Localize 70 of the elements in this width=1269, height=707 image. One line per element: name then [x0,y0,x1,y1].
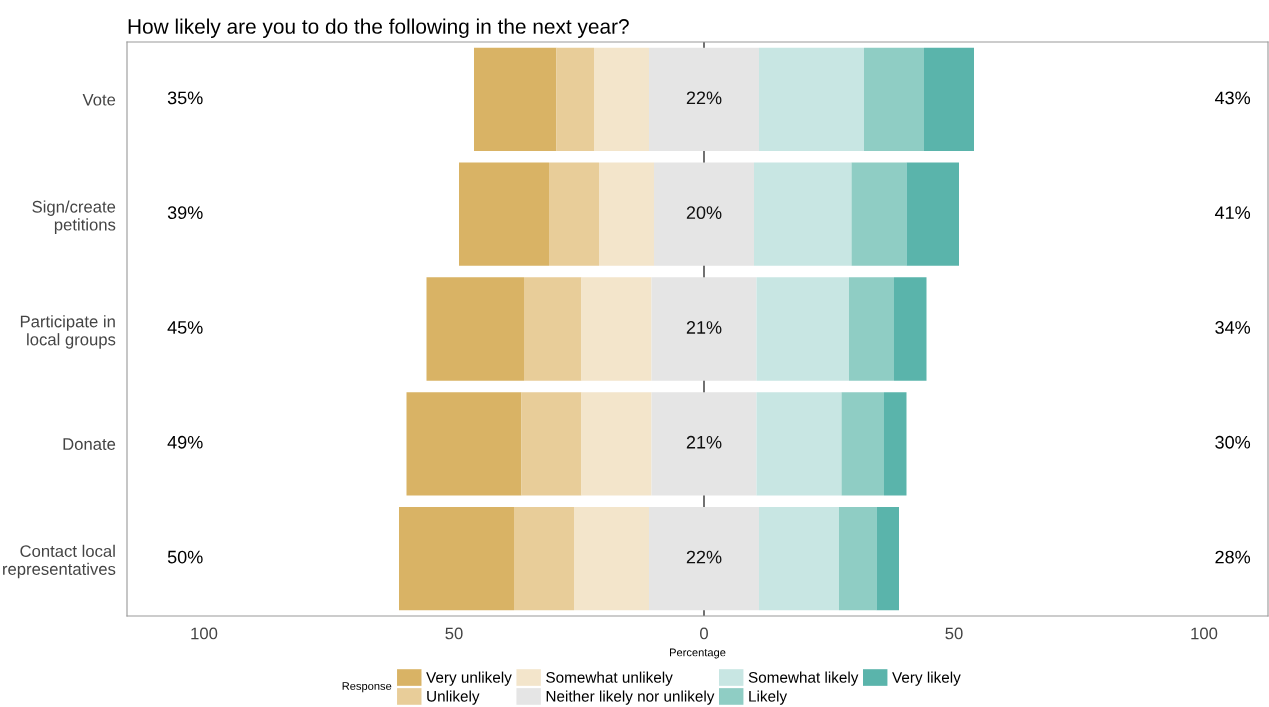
legend-label: Unlikely [427,690,480,705]
legend-title: Response [342,682,392,693]
data-label: 22% [686,550,722,564]
y-tick-label: Sign/create petitions [32,200,116,234]
data-label: 22% [686,91,722,105]
x-axis-title: Percentage [670,648,726,659]
bar [649,506,759,611]
data-label: 21% [686,321,722,334]
bar [581,392,652,496]
bar [754,162,852,266]
bar [556,47,594,152]
bar [524,277,582,381]
bar [581,277,652,381]
annotation: 35% [167,91,203,105]
bar [599,162,654,266]
bar [399,506,514,611]
bar [759,47,864,152]
bar [906,162,959,266]
bar [426,277,524,381]
bar [649,47,759,152]
data-label: 20% [686,206,722,220]
x-tick-label: 100 [191,627,218,640]
bar [574,506,649,611]
data-label: 21% [686,435,722,449]
bar [549,162,599,266]
bar [851,162,907,266]
legend-label: Very likely [892,671,961,686]
x-tick-label: 100 [1191,627,1218,640]
legend-label: Somewhat likely [748,671,859,686]
y-tick-label: Participate in local groups [20,315,116,349]
legend-label: Somewhat unlikely [546,671,673,686]
bar [514,506,574,611]
y-tick-label: Donate [63,438,116,450]
y-tick-label: Vote [82,93,116,106]
bar [849,277,894,381]
x-tick-label: 0 [700,627,708,640]
bar [841,392,884,496]
bar [924,47,974,152]
chart-title: How likely are you to do the following in the next year? [128,18,629,38]
annotation: 28% [1215,550,1251,564]
bar [459,162,549,266]
bar [406,392,522,496]
bar [651,277,757,381]
annotation: 43% [1214,91,1251,105]
annotation: 50% [167,550,203,564]
bar [521,392,582,496]
annotation: 34% [1215,321,1251,334]
bar [759,506,839,611]
bar [474,47,557,152]
bar [651,392,757,496]
legend-label: Likely [749,690,788,705]
bar [839,506,877,611]
bar [876,506,899,611]
annotation: 45% [167,321,203,334]
bar [756,392,842,496]
x-tick-label: 50 [445,627,463,640]
legend-label: Very unlikely [426,671,512,686]
bar [884,392,907,496]
annotation: 30% [1215,435,1251,449]
annotation: 41% [1214,206,1251,219]
annotation: 49% [167,435,203,449]
bar [654,162,754,266]
bar [756,277,849,381]
bar [864,47,924,152]
y-tick-label: Contact local representatives [3,544,116,579]
x-tick-label: 50 [945,627,963,640]
annotation: 39% [167,206,203,220]
bar [894,277,927,381]
legend-label: Neither likely nor unlikely [546,690,715,705]
bar [594,47,649,152]
